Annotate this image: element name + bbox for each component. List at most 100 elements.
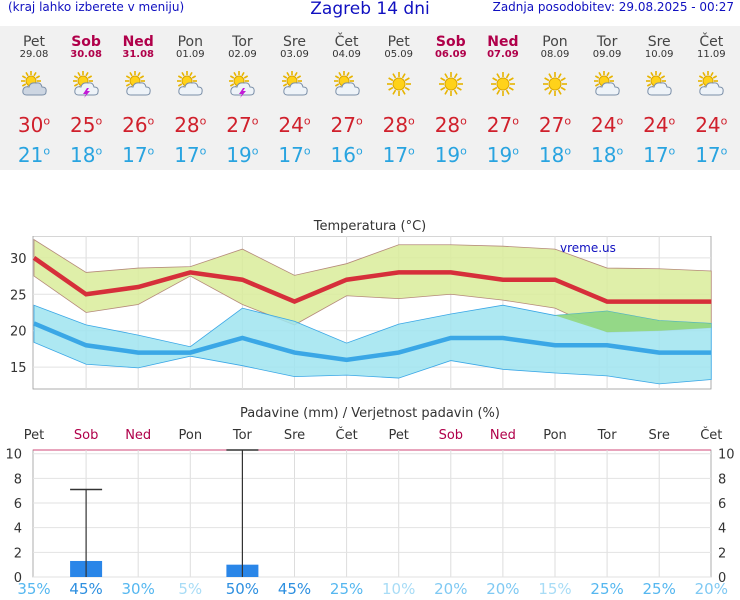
- partly-cloudy-icon: [645, 70, 673, 98]
- y-tick-label: 2: [14, 546, 22, 561]
- y-tick-label: 8: [14, 472, 22, 487]
- precip-probability: 25%: [590, 580, 624, 598]
- day-name: Tor: [596, 34, 618, 50]
- day-name: Sob: [435, 34, 466, 50]
- max-temp: 30o: [17, 113, 51, 137]
- x-tick-label: Pon: [178, 428, 203, 443]
- precip-probability: 15%: [538, 580, 572, 598]
- x-tick-label: Čet: [335, 428, 358, 443]
- max-temp: 24o: [591, 113, 624, 137]
- min-range-band: [33, 304, 712, 385]
- precip-chart-title: Padavine (mm) / Verjetnost padavin (%): [240, 406, 500, 421]
- min-temp: 17o: [174, 143, 207, 167]
- x-tick-label: Tor: [597, 428, 617, 443]
- precip-probability: 25%: [329, 580, 364, 598]
- max-temp: 27o: [538, 113, 572, 137]
- x-tick-label: Čet: [700, 428, 723, 443]
- y-tick-label-right: 8: [718, 472, 726, 487]
- min-temp: 17o: [695, 143, 728, 167]
- day-name: Čet: [334, 34, 359, 50]
- day-date: 29.08: [19, 49, 49, 60]
- day-name: Ned: [122, 34, 154, 50]
- y-tick-label: 0: [14, 571, 22, 584]
- partly-cloudy-icon: [333, 70, 361, 98]
- min-temp: 19o: [434, 143, 467, 167]
- range-overlap: [555, 311, 712, 333]
- precip-probability: 45%: [277, 580, 312, 598]
- max-temp: 27o: [486, 113, 519, 137]
- max-temp: 27o: [330, 113, 363, 137]
- x-tick-label: Sob: [73, 428, 99, 443]
- thunderstorm-sun-icon: [228, 70, 256, 98]
- thunderstorm-sun-icon: [72, 70, 100, 98]
- y-tick-label-right: 4: [718, 522, 726, 537]
- max-temp-line: [32, 256, 712, 305]
- x-tick-label: Ned: [125, 428, 152, 443]
- forecast-strip: Pet 29.08 30o 21o Sob 30.08 25o 18o Ned 31.08 26o 1…: [0, 26, 740, 170]
- x-tick-label: Ned: [489, 428, 516, 443]
- x-tick-label: Sob: [438, 428, 464, 443]
- max-temp: 24o: [643, 113, 676, 137]
- page-title: Zagreb 14 dni: [310, 0, 430, 19]
- sun-icon: [541, 70, 569, 98]
- day-name: Pet: [22, 34, 46, 50]
- precip-probability: 20%: [434, 580, 468, 598]
- max-temp: 25o: [70, 113, 103, 137]
- precip-probability: 25%: [642, 580, 676, 598]
- max-temp: 28o: [174, 113, 207, 137]
- precip-probability: 50%: [225, 580, 260, 598]
- max-temp: 26o: [122, 113, 155, 137]
- plot-area: [32, 449, 712, 578]
- max-temp: 28o: [382, 113, 415, 137]
- day-date: 30.08: [70, 49, 102, 60]
- day-name: Ned: [487, 34, 519, 50]
- day-name: Sre: [647, 34, 671, 50]
- y-tick-label: 30: [10, 252, 27, 267]
- x-tick-label: Sre: [283, 428, 306, 443]
- temperature-chart: 15 20 25 30 vreme.us: [10, 236, 712, 390]
- y-tick-label-right: 6: [718, 497, 726, 512]
- precip-probability: 20%: [486, 580, 520, 598]
- partly-cloudy-icon: [176, 70, 204, 98]
- precip-probability: 10%: [382, 580, 416, 598]
- day-name: Čet: [699, 34, 724, 50]
- day-date: 09.09: [592, 49, 622, 60]
- max-temp: 27o: [226, 113, 259, 137]
- day-date: 05.09: [384, 49, 413, 60]
- precip-probability: 35%: [17, 580, 51, 598]
- min-temp: 17o: [382, 143, 415, 167]
- max-temp: 24o: [695, 113, 728, 137]
- precip-probability: 20%: [694, 580, 728, 598]
- max-temp: 24o: [278, 113, 311, 137]
- day-date: 07.09: [487, 49, 519, 60]
- min-temp: 19o: [226, 143, 259, 167]
- partly-cloudy-icon: [697, 70, 725, 98]
- day-name: Sre: [283, 34, 306, 50]
- y-tick-label: 4: [14, 522, 22, 537]
- day-date: 31.08: [122, 49, 154, 60]
- last-update: Zadnja posodobitev: 29.08.2025 - 00:27: [492, 0, 734, 14]
- min-temp-line: [33, 321, 712, 363]
- cloudy-sun-icon: [20, 70, 48, 98]
- x-tick-label: Sre: [648, 428, 670, 443]
- min-temp: 21o: [17, 143, 51, 167]
- day-date: 01.09: [175, 49, 205, 60]
- day-date: 04.09: [332, 49, 361, 60]
- y-tick-label: 10: [5, 448, 22, 463]
- day-name: Pon: [177, 34, 203, 50]
- y-tick-label-right: 10: [718, 448, 735, 463]
- day-date: 06.09: [434, 49, 467, 60]
- min-temp: 19o: [486, 143, 519, 167]
- min-temp: 18o: [538, 143, 572, 167]
- min-temp: 17o: [122, 143, 155, 167]
- sun-icon: [489, 70, 517, 98]
- precip-probability: 30%: [121, 580, 155, 598]
- max-temp: 28o: [434, 113, 467, 137]
- partly-cloudy-icon: [124, 70, 152, 98]
- min-temp: 17o: [643, 143, 676, 167]
- day-date: 11.09: [696, 49, 726, 60]
- y-tick-label-right: 2: [718, 546, 726, 561]
- y-tick-label: 25: [10, 288, 27, 303]
- temperature-chart-title: Temperatura (°C): [313, 219, 427, 234]
- day-name: Sob: [71, 34, 101, 50]
